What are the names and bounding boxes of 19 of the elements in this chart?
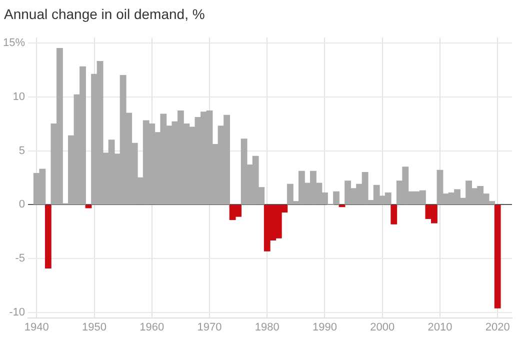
x-tick-label: 1970 [197,321,222,334]
x-tick-label: 1990 [312,321,337,334]
y-tick-label: 5 [18,144,26,157]
x-tick-label: 1950 [82,321,107,334]
y-tick-label: 0 [18,198,26,211]
x-tick-label: 1980 [254,321,280,334]
bar [494,204,501,308]
x-tick-label: 2000 [370,321,395,334]
y-tick-label: -5 [15,252,26,265]
y-tick-label: 10 [12,90,26,103]
y-tick-label: -10 [9,306,26,318]
bar [44,204,52,269]
x-tick-label: 2010 [428,321,452,334]
x-tick-label: 1940 [24,321,49,334]
x-tick-label: 1960 [140,321,164,334]
y-tick-label: 15% [2,37,26,50]
x-tick-label: 2020 [485,321,510,334]
chart-title: Annual change in oil demand, % [3,5,206,24]
bar [390,204,398,224]
